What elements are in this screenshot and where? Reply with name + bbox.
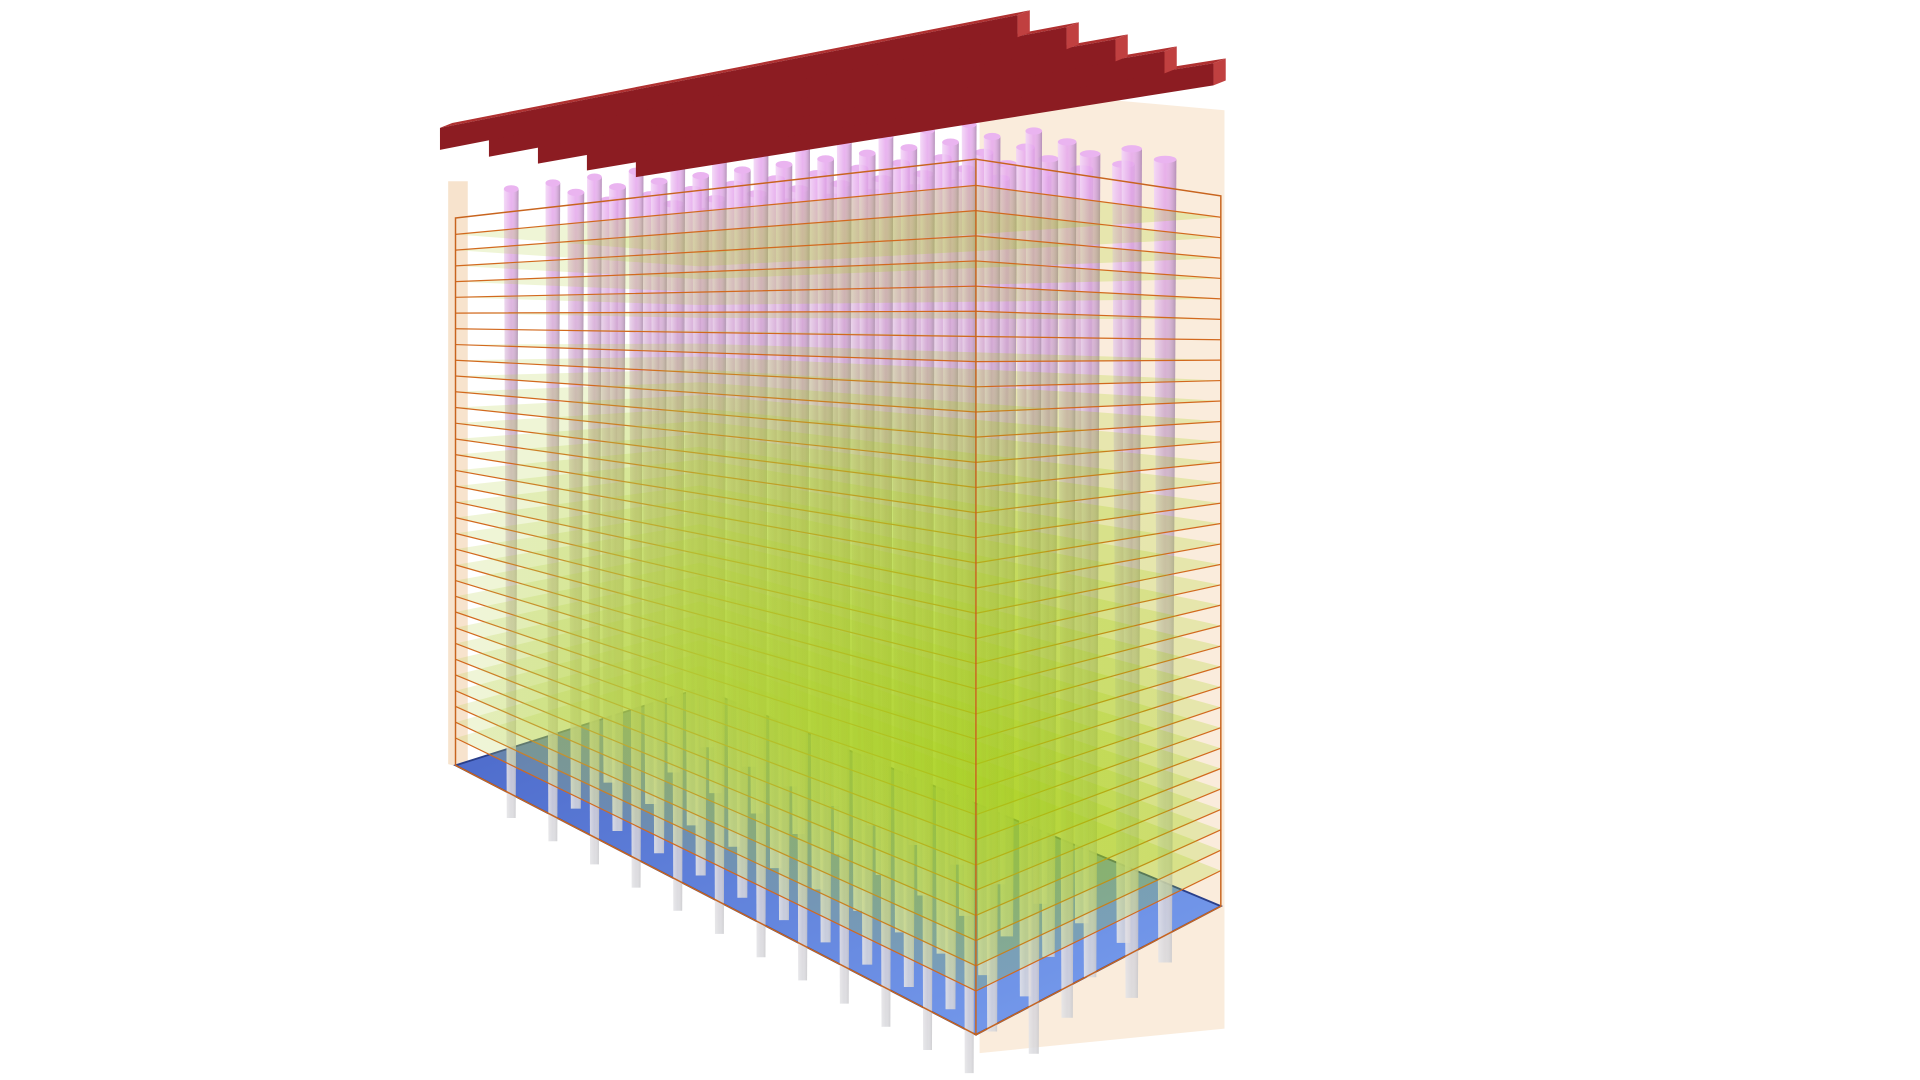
pillar-cap bbox=[1057, 138, 1077, 146]
layer bbox=[455, 369, 1221, 413]
pillar-cap bbox=[858, 149, 876, 158]
bit-line bbox=[488, 27, 1067, 157]
layer bbox=[455, 665, 1221, 991]
pillar-cap bbox=[1153, 155, 1177, 164]
bit-line-end bbox=[1213, 58, 1226, 86]
bit-line bbox=[635, 63, 1214, 178]
back-panel bbox=[448, 181, 468, 769]
layer bbox=[455, 235, 1221, 280]
pillar-cap bbox=[734, 166, 751, 174]
pillar-cap bbox=[1079, 150, 1101, 158]
bit-line bbox=[537, 39, 1116, 164]
pillar-cap bbox=[1038, 155, 1059, 163]
pillar-cap bbox=[545, 179, 561, 187]
pillar-cap bbox=[775, 160, 793, 169]
bit-line-top bbox=[439, 10, 1030, 128]
pillar-cap bbox=[942, 138, 959, 146]
layer bbox=[455, 343, 1221, 362]
pillar-cap bbox=[1121, 145, 1143, 153]
pillar-cap bbox=[900, 144, 918, 152]
bit-line-end bbox=[1164, 46, 1177, 74]
scene-group bbox=[439, 10, 1226, 1074]
bit-line-end bbox=[1115, 34, 1128, 62]
pillar-cap bbox=[587, 173, 602, 181]
pillar-cap bbox=[650, 177, 668, 185]
pillar-cap bbox=[817, 155, 834, 163]
pillar-cap bbox=[567, 188, 585, 197]
pillar-cap bbox=[692, 171, 710, 180]
layer bbox=[455, 286, 1221, 306]
bit-line-end bbox=[1066, 22, 1079, 50]
box-outline-side bbox=[975, 158, 1222, 1036]
bit-line-end bbox=[1017, 10, 1030, 38]
pillar-cap bbox=[983, 132, 1001, 141]
layer bbox=[455, 356, 1221, 387]
pillar-cap bbox=[503, 185, 519, 193]
bit-line bbox=[586, 51, 1165, 171]
pillar-cap bbox=[609, 183, 626, 191]
layer bbox=[455, 260, 1221, 293]
layer bbox=[455, 210, 1221, 267]
pillar-cap bbox=[1025, 127, 1043, 135]
bit-line bbox=[439, 15, 1018, 150]
